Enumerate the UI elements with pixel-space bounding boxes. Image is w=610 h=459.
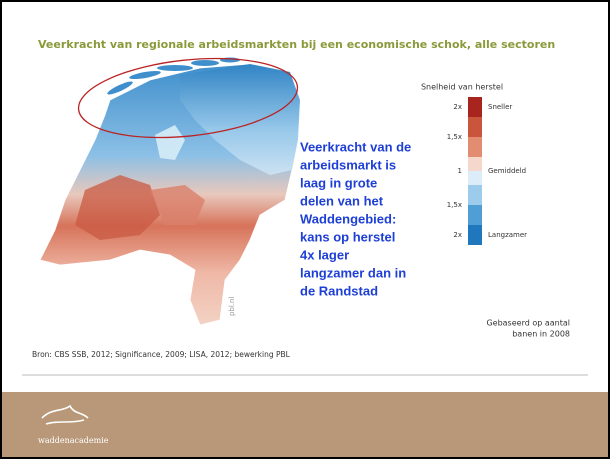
logo-mark [41,404,89,425]
annotation-line: de Randstad [300,283,378,298]
map: pbl.nl [39,57,301,326]
class-label: Sneller [488,103,512,111]
footer-band [2,392,608,457]
annotation-line: Waddengebied: [300,211,396,226]
scale-label: 1,5x [447,133,462,141]
annotation-line: Veerkracht van de [300,139,411,154]
watermark: pbl.nl [228,297,236,316]
class-label: Gemiddeld [488,167,526,175]
legend-scale: 2x 1,5x 1 1,5x 2x Sneller Gemiddeld Langzamer [447,103,527,239]
source: Bron: CBS SSB, 2012; Significance, 2009;… [32,350,291,359]
legend: Snelheid van herstel [421,83,503,245]
note-line: Gebaseerd op aantal [486,319,570,328]
annotation-line: kans op herstel [300,229,395,244]
logo-text: waddenacademie [38,436,109,445]
annotation: Veerkracht van de arbeidsmarkt is laag in … [300,139,411,298]
note-line: banen in 2008 [512,330,570,339]
title: Veerkracht van regionale arbeidsmarkten … [38,38,555,51]
scale-label: 1,5x [447,201,462,209]
class-label: Langzamer [488,231,527,239]
annotation-line: delen van het [300,193,384,208]
annotation-line: langzamer dan in [300,265,406,280]
annotation-line: arbeidsmarkt is [300,157,396,172]
scale-label: 2x [453,103,462,111]
annotation-line: laag in grote [300,175,377,190]
annotation-line: 4x lager [300,247,349,262]
note: Gebaseerd op aantal banen in 2008 [486,319,570,339]
scale-label: 2x [453,231,462,239]
scale-label: 1 [458,167,462,175]
legend-title: Snelheid van herstel [421,83,503,92]
